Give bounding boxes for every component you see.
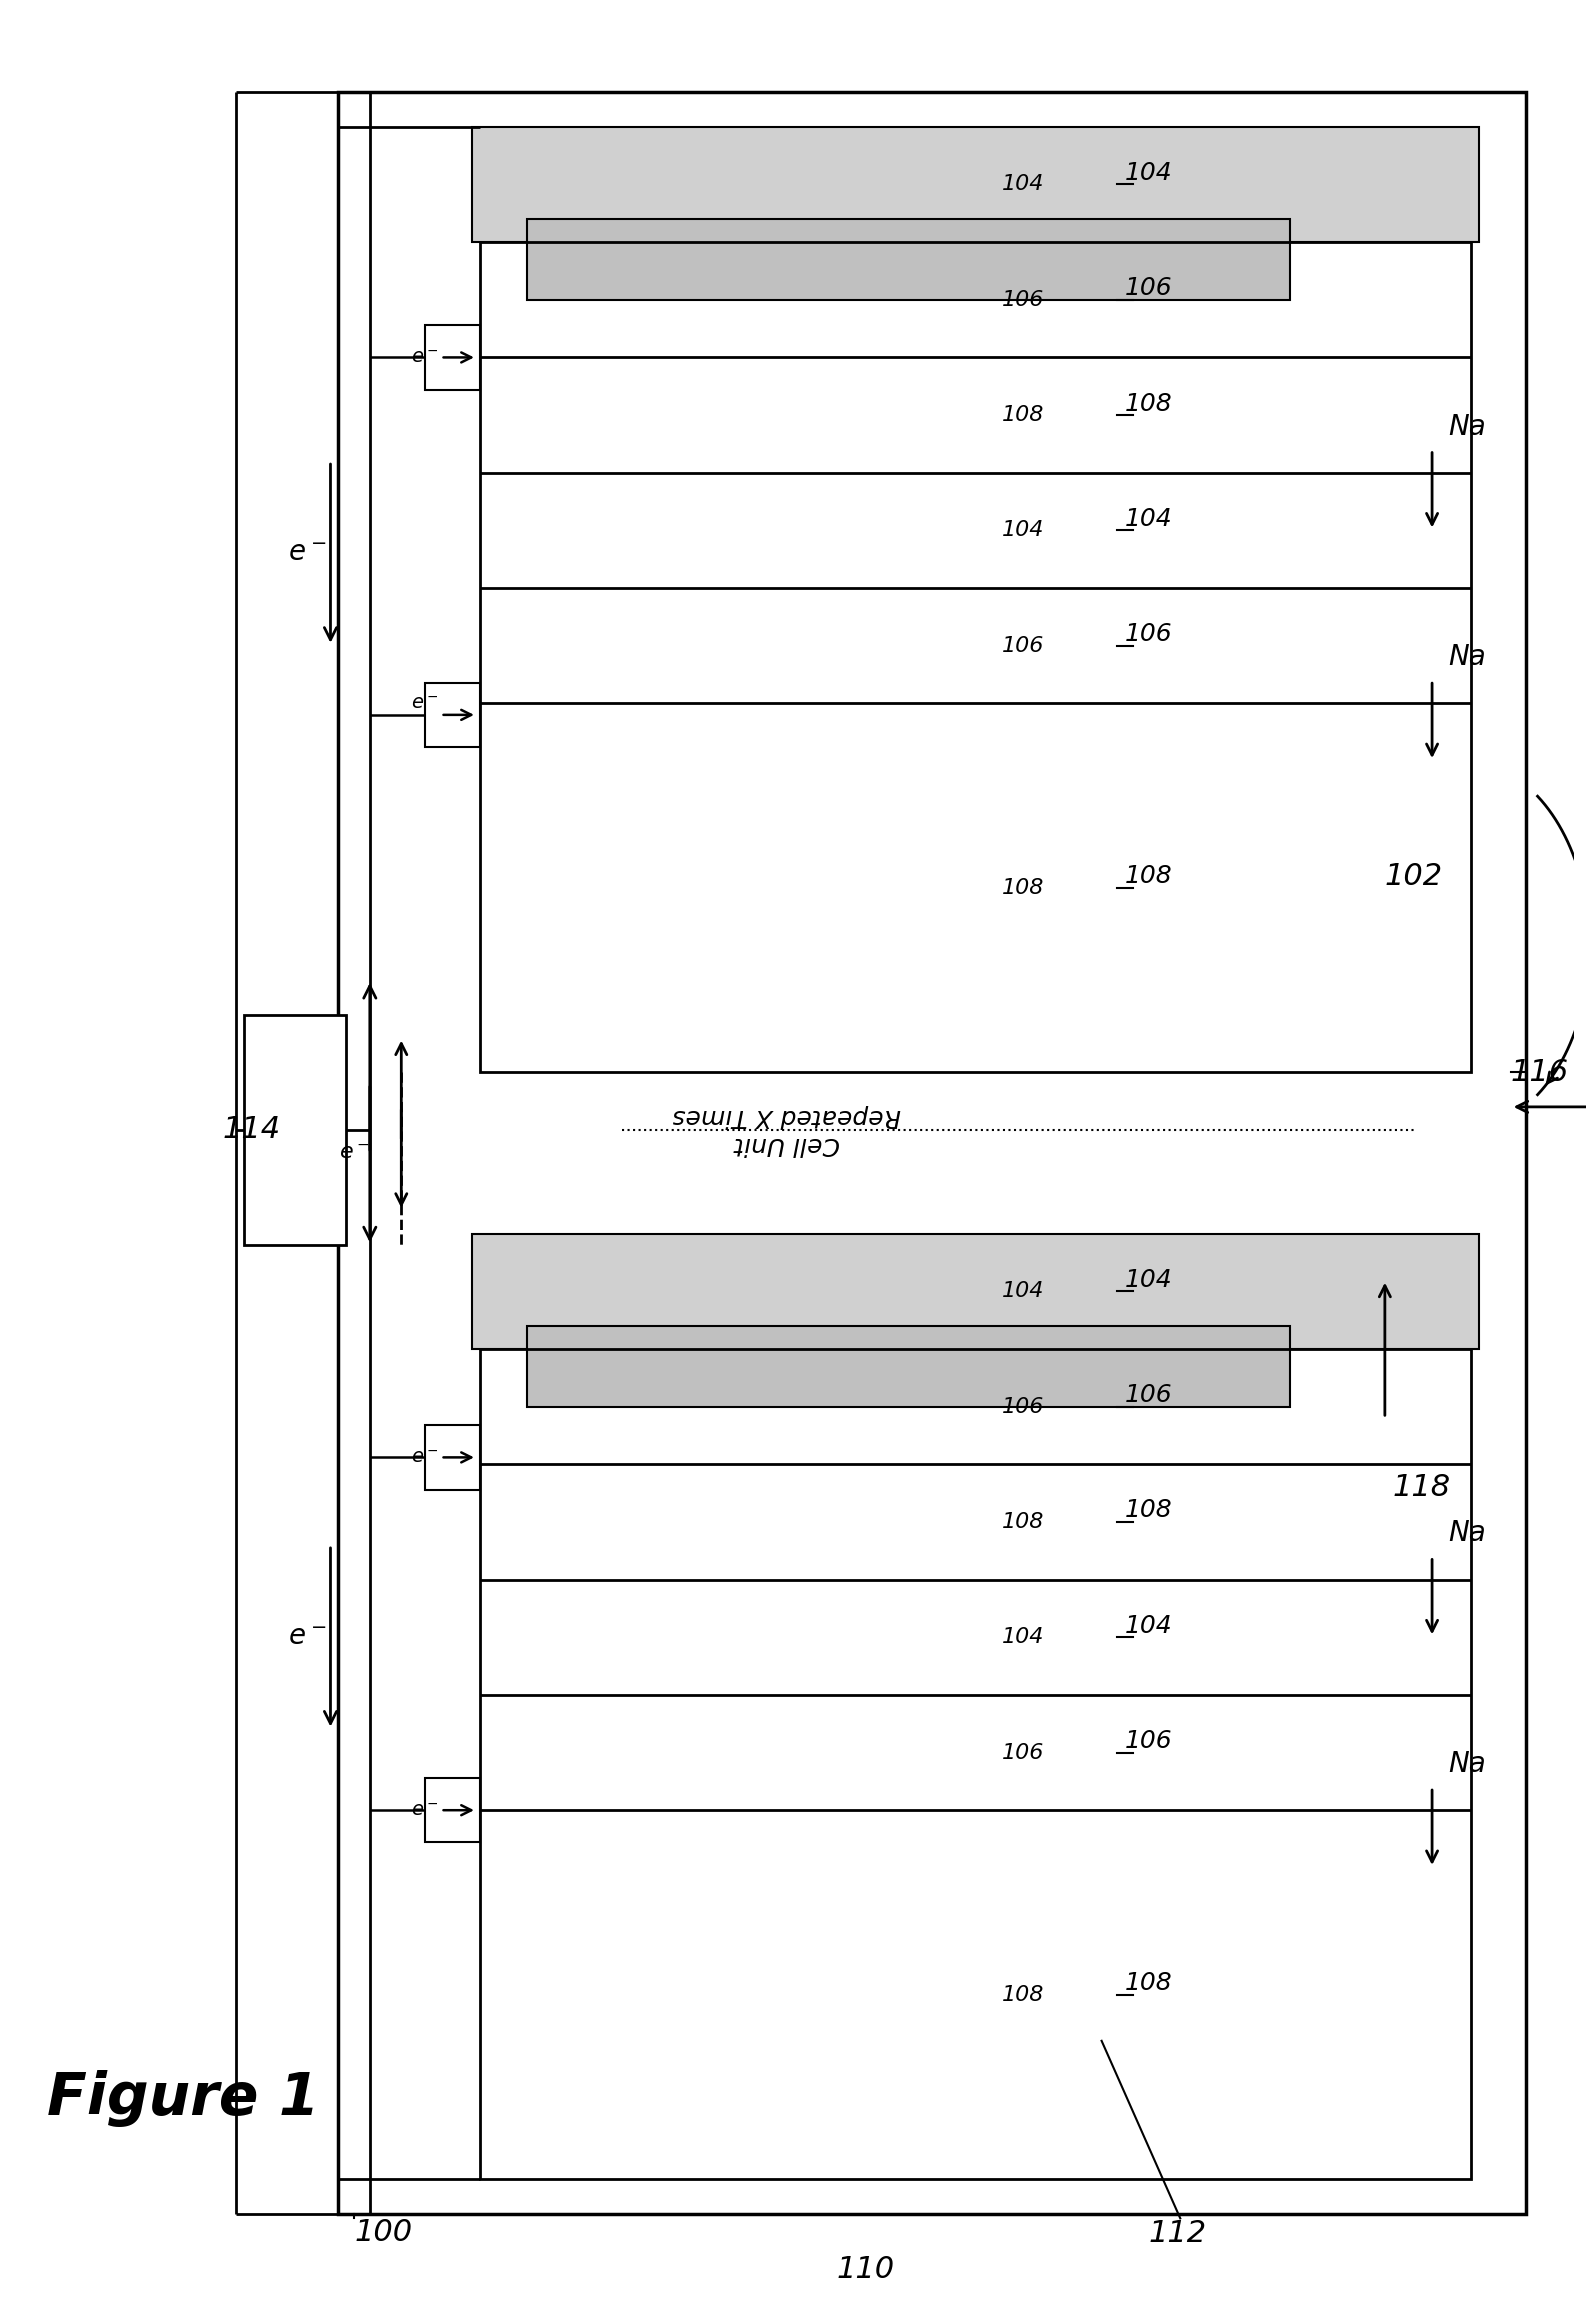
Text: 102: 102	[1385, 862, 1443, 890]
Text: 108: 108	[1124, 1972, 1172, 1995]
Text: 106: 106	[1124, 1730, 1172, 1753]
Text: 104: 104	[1002, 1282, 1044, 1301]
Text: 104: 104	[1124, 161, 1172, 184]
Text: 104: 104	[1002, 175, 1044, 194]
Text: Na: Na	[1448, 1750, 1486, 1778]
Text: Figure 1: Figure 1	[48, 2071, 320, 2126]
Bar	[244, 1015, 346, 1245]
Text: 108: 108	[1002, 1985, 1044, 2004]
Text: 114: 114	[222, 1116, 281, 1144]
Bar	[527, 219, 1291, 300]
Text: 110: 110	[836, 2255, 895, 2285]
Text: 106: 106	[1002, 636, 1044, 655]
Text: $e^-$: $e^-$	[339, 1144, 370, 1162]
Bar	[338, 92, 1526, 2214]
Text: Na: Na	[1448, 643, 1486, 671]
Text: 112: 112	[1148, 2218, 1207, 2248]
Bar	[481, 127, 1472, 1072]
Text: $e^-$: $e^-$	[287, 540, 327, 567]
Text: 108: 108	[1124, 1499, 1172, 1522]
Text: $e^-$: $e^-$	[287, 1623, 327, 1651]
Bar	[425, 1425, 481, 1490]
Text: 106: 106	[1124, 277, 1172, 300]
Text: 108: 108	[1002, 879, 1044, 897]
Text: 106: 106	[1124, 1384, 1172, 1407]
Bar	[481, 1234, 1472, 2179]
Bar	[473, 1234, 1480, 1349]
Text: $e^-$: $e^-$	[411, 1448, 439, 1467]
Text: 106: 106	[1002, 291, 1044, 309]
Text: 100: 100	[354, 2218, 412, 2248]
Text: $e^-$: $e^-$	[411, 348, 439, 367]
Text: 108: 108	[1002, 1513, 1044, 1531]
Text: Na: Na	[1448, 413, 1486, 440]
Text: $e^-$: $e^-$	[411, 1801, 439, 1819]
Text: Cell Unit
Repeated X Times: Cell Unit Repeated X Times	[672, 1105, 901, 1155]
Text: 106: 106	[1002, 1743, 1044, 1762]
Text: 104: 104	[1002, 521, 1044, 540]
Text: 104: 104	[1124, 1268, 1172, 1291]
Bar	[527, 1326, 1291, 1407]
Text: 118: 118	[1393, 1474, 1451, 1501]
Text: 104: 104	[1124, 1614, 1172, 1637]
Text: 106: 106	[1002, 1397, 1044, 1416]
Bar	[425, 1778, 481, 1842]
Text: Na: Na	[1448, 1520, 1486, 1547]
Text: 106: 106	[1124, 623, 1172, 646]
Text: 108: 108	[1124, 865, 1172, 888]
Text: $e^-$: $e^-$	[411, 694, 439, 713]
Text: 104: 104	[1124, 507, 1172, 530]
Bar	[425, 683, 481, 747]
Bar	[473, 127, 1480, 242]
Text: 104: 104	[1002, 1628, 1044, 1646]
Text: 108: 108	[1124, 392, 1172, 415]
Text: 116: 116	[1511, 1058, 1569, 1086]
Text: 108: 108	[1002, 406, 1044, 424]
Bar	[425, 325, 481, 390]
